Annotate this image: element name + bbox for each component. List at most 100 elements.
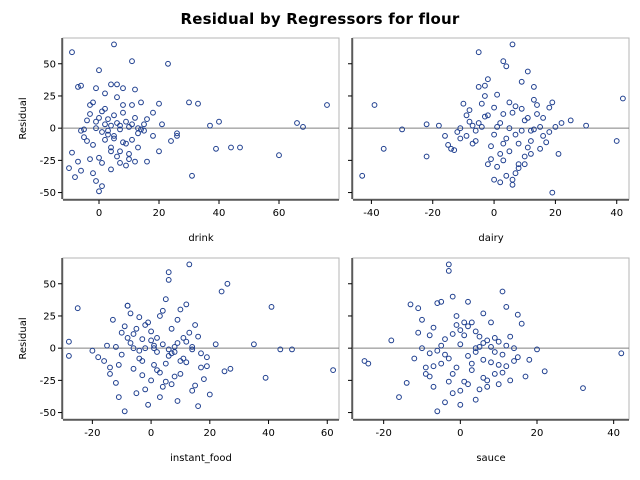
panel-4-point: [434, 408, 441, 415]
panel-1-point: [102, 136, 108, 143]
panel-1-point: [108, 81, 114, 88]
panel-1-point: [93, 85, 99, 92]
panel-3-point: [133, 390, 140, 397]
panel-1-point: [93, 178, 99, 184]
panel-2-point: [466, 118, 473, 125]
panel-2-point: [524, 115, 531, 121]
panel-3-point: [104, 342, 110, 349]
panel-2-point: [359, 172, 366, 179]
panel-2-point: [448, 145, 455, 152]
panel-4-point: [434, 300, 441, 307]
panel-3-point: [154, 367, 160, 374]
panel-3-point: [168, 381, 175, 388]
panel-1-point: [120, 109, 126, 116]
panel-1-x-tick-label: 20: [153, 208, 166, 219]
panel-1-point: [123, 140, 129, 147]
panel-4-point: [430, 363, 437, 370]
panel-1-point: [78, 167, 84, 174]
panel-4-point: [461, 319, 468, 326]
panel-4-point: [430, 324, 437, 331]
panel-3-y-tick-label: 25: [43, 311, 56, 322]
panel-2-point: [460, 100, 467, 107]
panel-1-point: [117, 122, 123, 129]
panel-1-y-tick-label: 0: [50, 124, 56, 135]
panel-4-point: [453, 322, 460, 328]
panel-1-point: [81, 126, 87, 133]
panel-2-point: [472, 127, 479, 134]
panel-3-point: [218, 288, 225, 295]
panel-3-point: [151, 362, 157, 368]
panel-2-point: [506, 99, 513, 106]
panel-4-point: [445, 355, 452, 362]
panel-1-point: [195, 100, 201, 107]
panel-2-point: [497, 179, 504, 186]
panel-4-point: [618, 350, 625, 357]
panel-2-point: [497, 151, 504, 157]
panel-1-point: [294, 120, 300, 126]
panel-2-point: [485, 112, 491, 119]
panel-3-point: [157, 313, 163, 319]
panel-1-point: [69, 49, 75, 56]
panel-3-point: [168, 325, 175, 332]
panel-4-point: [511, 358, 517, 364]
panel-3-point: [189, 344, 196, 350]
panel-3-point: [133, 325, 140, 332]
panel-1-point: [84, 138, 90, 144]
panel-4-point: [476, 333, 483, 340]
panel-2-x-tick-label: 0: [491, 208, 497, 219]
panel-1-point: [99, 160, 105, 166]
panel-1-point: [99, 183, 105, 190]
panel-1-point: [129, 102, 135, 108]
panel-2-point: [500, 58, 507, 65]
panel-4-point: [499, 351, 506, 358]
panel-4-point: [503, 342, 510, 349]
panel-1-point: [78, 82, 84, 89]
panel-1-point: [117, 160, 123, 166]
panel-3-point: [186, 329, 193, 336]
panel-1-y-tick-label: -50: [40, 188, 56, 199]
panel-1-x-axis-label: drink: [188, 233, 214, 244]
panel-3-point: [162, 360, 169, 367]
panel-1-point: [99, 129, 105, 135]
panel-2-point: [506, 125, 513, 132]
panel-3-point: [174, 316, 181, 323]
panel-1-point: [75, 84, 81, 90]
panel-3-point: [151, 342, 157, 349]
panel-4-point: [407, 301, 414, 308]
panel-4-point: [453, 313, 460, 319]
panel-1-point: [120, 139, 126, 146]
panel-3-point: [130, 331, 137, 337]
panel-4-x-tick-label: 0: [457, 428, 463, 439]
panel-4-point: [438, 342, 445, 349]
panel-3-point: [251, 341, 257, 348]
panel-1-point: [129, 136, 135, 143]
panel-3-point: [195, 403, 202, 410]
panel-2-point: [475, 84, 482, 90]
panel-4-point: [430, 383, 437, 390]
panel-3-point: [127, 340, 134, 346]
panel-3-point: [221, 368, 228, 375]
panel-4-point: [491, 371, 498, 377]
panel-2-point: [515, 165, 522, 172]
panel-1-point: [132, 158, 138, 165]
panel-2-point: [515, 140, 522, 147]
panel-2-point: [500, 140, 507, 147]
panel-3-point: [139, 358, 146, 364]
panel-1-point: [216, 118, 222, 125]
panel-2-point: [491, 104, 498, 111]
panel-4-point: [438, 360, 445, 367]
panel-2-point: [543, 139, 550, 146]
panel-2-frame: [352, 37, 630, 200]
panel-3-y-tick-label: -50: [40, 408, 56, 419]
panel-2-point: [558, 120, 565, 126]
panel-1-point: [105, 127, 111, 134]
panel-4-point: [465, 353, 471, 359]
panel-3-point: [227, 365, 234, 372]
panel-2-point: [540, 115, 546, 121]
panel-3-point: [180, 335, 187, 341]
panel-4-point: [507, 377, 514, 384]
panel-3-point: [159, 307, 166, 314]
panel-2-point: [531, 96, 537, 103]
panel-1-point: [276, 152, 282, 159]
panel-4-point: [480, 340, 487, 346]
